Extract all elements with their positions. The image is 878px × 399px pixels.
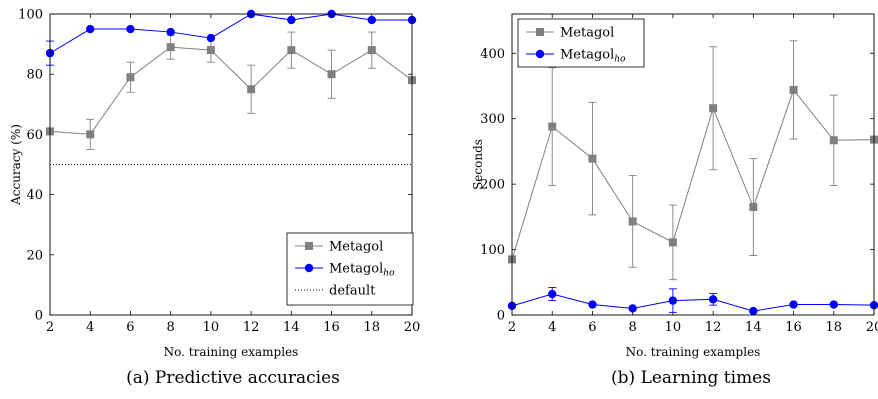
x-tick-label: 14 <box>745 320 762 335</box>
data-point <box>287 46 296 55</box>
x-tick-label: 18 <box>364 320 381 335</box>
data-point <box>789 85 798 94</box>
data-point <box>327 70 336 79</box>
x-tick-label: 16 <box>323 320 340 335</box>
axes-frame <box>49 13 413 316</box>
data-point <box>367 46 376 55</box>
legend-swatch-marker <box>536 28 544 36</box>
data-point <box>789 300 798 309</box>
x-axis-label: No. training examples <box>164 345 299 359</box>
y-tick-label: 60 <box>26 128 43 143</box>
legend: Metagol Metagolho <box>517 18 645 68</box>
caption-b: (b) Learning times <box>611 368 771 388</box>
data-point <box>206 46 215 55</box>
data-point <box>86 130 95 139</box>
legend-label: Metagolho <box>329 262 395 279</box>
series-line <box>511 88 875 260</box>
y-tick-label: 40 <box>26 188 43 203</box>
x-tick-label: 14 <box>283 320 300 335</box>
data-point <box>548 122 557 131</box>
x-tick-label: 2 <box>508 320 516 335</box>
data-point <box>126 24 135 34</box>
y-tick-label: 100 <box>18 8 43 23</box>
y-tick-label: 20 <box>26 248 43 263</box>
data-point <box>749 306 758 316</box>
data-point <box>588 300 597 309</box>
data-point <box>247 85 256 94</box>
legend-label: Metagol <box>329 240 383 255</box>
x-axis-label: No. training examples <box>626 345 761 359</box>
x-tick-label: 2 <box>46 320 54 335</box>
data-point <box>206 33 216 43</box>
chart-b: 24681012141618200100200300400No. trainin… <box>471 13 878 359</box>
data-point <box>126 73 135 82</box>
data-point <box>548 289 557 299</box>
legend-swatch-marker <box>304 263 314 273</box>
data-point <box>709 104 718 113</box>
x-tick-label: 12 <box>243 320 260 335</box>
x-tick-label: 4 <box>548 320 556 335</box>
data-point <box>829 136 838 145</box>
data-point <box>628 304 637 313</box>
x-tick-label: 20 <box>404 320 421 335</box>
legend-box <box>517 18 645 68</box>
x-tick-label: 12 <box>705 320 722 335</box>
data-point <box>749 203 758 212</box>
axes-frame <box>511 13 875 316</box>
data-point <box>166 43 175 52</box>
legend-label: default <box>329 284 376 299</box>
x-tick-label: 10 <box>665 320 682 335</box>
series-line <box>49 13 412 54</box>
data-point <box>367 15 376 25</box>
x-tick-label: 16 <box>785 320 802 335</box>
x-tick-label: 10 <box>203 320 220 335</box>
data-point <box>668 296 678 305</box>
series-line <box>49 46 413 135</box>
data-point <box>628 217 637 226</box>
caption-a: (a) Predictive accuracies <box>126 368 340 388</box>
legend: Metagol Metagolho default <box>286 232 414 306</box>
y-tick-label: 200 <box>480 178 505 193</box>
data-point <box>588 154 597 163</box>
y-tick-label: 0 <box>35 309 43 324</box>
data-point <box>708 295 718 304</box>
x-tick-label: 18 <box>826 320 843 335</box>
legend-swatch-marker <box>305 242 313 250</box>
y-tick-label: 300 <box>480 112 505 127</box>
x-tick-label: 6 <box>126 320 134 335</box>
y-tick-label: 400 <box>480 47 505 62</box>
legend-label: Metagol <box>560 26 614 41</box>
legend-label-subscript: ho <box>614 55 626 65</box>
series-metagol <box>508 40 878 281</box>
y-axis-label: Seconds <box>471 139 485 190</box>
legend-swatch-marker <box>535 49 545 59</box>
y-tick-label: 0 <box>497 309 505 324</box>
y-tick-label: 80 <box>26 68 43 83</box>
series-metagol <box>46 31 416 150</box>
x-tick-label: 20 <box>866 320 878 335</box>
chart-a: 2 4 6 8 10 12 14 16 18 20 0 20 40 60 80 100 No. training… <box>9 8 420 360</box>
series-metagol-ho <box>507 287 878 316</box>
legend-label: Metagolho <box>560 48 626 65</box>
x-tick-label: 8 <box>167 320 175 335</box>
x-tick-label: 8 <box>629 320 637 335</box>
series-line <box>511 293 875 312</box>
data-point <box>829 300 838 309</box>
x-tick-label: 4 <box>86 320 94 335</box>
x-tick-label: 6 <box>588 320 596 335</box>
data-point <box>166 27 175 37</box>
legend-label-subscript: ho <box>383 269 395 279</box>
data-point <box>287 15 296 25</box>
y-axis-label: Accuracy (%) <box>9 124 23 206</box>
y-tick-label: 100 <box>480 243 505 258</box>
data-point <box>668 238 677 247</box>
data-point <box>86 24 95 34</box>
